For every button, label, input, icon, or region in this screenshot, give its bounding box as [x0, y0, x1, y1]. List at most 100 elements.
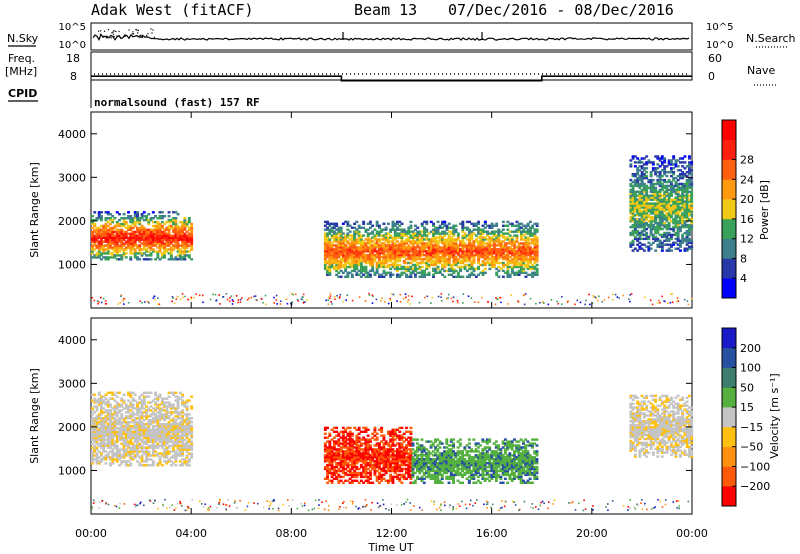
- heatmap-cell: [185, 224, 189, 228]
- ground-scatter-cell: [452, 300, 454, 303]
- heatmap-cell: [346, 265, 350, 269]
- heatmap-cell: [120, 432, 124, 436]
- heatmap-cell: [335, 240, 339, 243]
- heatmap-cell: [645, 237, 649, 241]
- heatmap-cell: [382, 234, 386, 237]
- heatmap-cell: [640, 171, 644, 174]
- heatmap-cell: [328, 267, 332, 271]
- heatmap-cell: [510, 269, 514, 273]
- nsearch-label: N.Search: [746, 32, 796, 45]
- heatmap-cell: [169, 413, 173, 416]
- ground-scatter-cell: [152, 297, 155, 299]
- heatmap-cell: [681, 208, 685, 211]
- heatmap-cell: [111, 448, 115, 451]
- heatmap-cell: [378, 250, 381, 253]
- heatmap-cell: [499, 254, 503, 257]
- heatmap-cell: [434, 236, 438, 239]
- heatmap-cell: [423, 254, 426, 257]
- heatmap-cell: [676, 200, 680, 203]
- heatmap-cell: [104, 211, 108, 214]
- heatmap-cell: [328, 257, 332, 261]
- heatmap-cell: [131, 456, 135, 459]
- heatmap-cell: [400, 242, 404, 245]
- heatmap-cell: [344, 250, 348, 253]
- heatmap-cell: [495, 224, 499, 227]
- heatmap-cell: [425, 220, 429, 224]
- heatmap-cell: [330, 252, 334, 255]
- heatmap-cell: [461, 242, 465, 245]
- heatmap-cell: [369, 244, 372, 247]
- heatmap-cell: [418, 238, 422, 241]
- heatmap-cell: [445, 254, 449, 257]
- heatmap-cell: [129, 405, 133, 408]
- heatmap-cell: [142, 391, 146, 394]
- heatmap-cell: [477, 259, 480, 263]
- heatmap-cell: [636, 184, 640, 188]
- heatmap-cell: [524, 257, 528, 261]
- heatmap-cell: [332, 261, 336, 265]
- heatmap-cell: [472, 222, 476, 225]
- heatmap-cell: [423, 234, 426, 237]
- heatmap-cell: [163, 432, 166, 436]
- heatmap-cell: [416, 267, 420, 271]
- heatmap-cell: [441, 257, 444, 261]
- heatmap-cell: [378, 259, 381, 263]
- heatmap-cell: [120, 224, 124, 228]
- heatmap-cell: [432, 254, 435, 257]
- heatmap-cell: [183, 460, 187, 463]
- ground-scatter-cell: [462, 293, 465, 295]
- heatmap-cell: [129, 430, 133, 434]
- heatmap-cell: [647, 196, 651, 199]
- heatmap-cell: [165, 242, 169, 245]
- heatmap-cell: [100, 446, 103, 449]
- nave-label: Nave: [747, 64, 775, 77]
- heatmap-cell: [472, 240, 476, 243]
- heatmap-cell: [129, 226, 133, 230]
- heatmap-cell: [165, 432, 169, 436]
- heatmap-cell: [447, 254, 451, 257]
- heatmap-cell: [142, 240, 146, 243]
- heatmap-cell: [100, 215, 103, 218]
- heatmap-cell: [109, 244, 112, 247]
- heatmap-cell: [531, 263, 535, 267]
- ground-scatter-cell: [239, 298, 242, 301]
- heatmap-cell: [631, 241, 635, 244]
- heatmap-cell: [529, 234, 532, 237]
- heatmap-cell: [660, 174, 664, 178]
- heatmap-cell: [389, 254, 393, 257]
- heatmap-cell: [434, 267, 438, 271]
- heatmap-cell: [670, 210, 673, 213]
- heatmap-cell: [688, 163, 691, 166]
- heatmap-cell: [118, 246, 121, 249]
- heatmap-cell: [362, 267, 366, 271]
- heatmap-cell: [183, 244, 187, 247]
- heatmap-cell: [111, 240, 115, 243]
- heatmap-cell: [423, 238, 426, 241]
- heatmap-cell: [174, 450, 178, 453]
- heatmap-cell: [120, 403, 124, 406]
- heatmap-cell: [501, 252, 505, 255]
- heatmap-cell: [438, 232, 442, 235]
- heatmap-cell: [147, 234, 151, 237]
- heatmap-cell: [172, 258, 175, 261]
- heatmap-cell: [459, 275, 462, 278]
- heatmap-cell: [681, 194, 685, 197]
- heatmap-cell: [131, 413, 135, 416]
- heatmap-cell: [113, 411, 117, 414]
- heatmap-cell: [461, 226, 465, 229]
- heatmap-cell: [140, 236, 144, 239]
- heatmap-cell: [461, 256, 465, 259]
- heatmap-cell: [651, 196, 655, 199]
- heatmap-cell: [118, 419, 121, 422]
- heatmap-cell: [396, 226, 399, 229]
- heatmap-cell: [326, 252, 329, 255]
- heatmap-cell: [510, 236, 514, 239]
- heatmap-cell: [176, 403, 180, 406]
- heatmap-cell: [375, 267, 379, 271]
- heatmap-cell: [158, 258, 162, 261]
- heatmap-cell: [488, 224, 492, 227]
- heatmap-cell: [176, 444, 180, 447]
- heatmap-cell: [183, 234, 187, 237]
- heatmap-cell: [425, 267, 429, 271]
- heatmap-cell: [526, 236, 530, 239]
